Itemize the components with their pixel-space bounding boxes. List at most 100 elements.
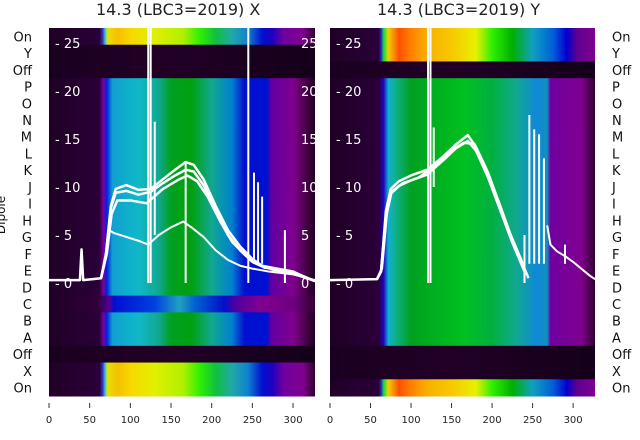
- heatmap-row-off: [49, 345, 315, 364]
- x-tick-label: 0: [327, 415, 333, 426]
- x-tick-label: 150: [161, 415, 180, 426]
- x-tick-label: 50: [364, 415, 377, 426]
- heatmap-row-p: [330, 78, 595, 96]
- heatmap-row-a: [330, 329, 595, 347]
- x-tick-label: 100: [121, 415, 140, 426]
- heatmap-row-on: [330, 379, 595, 397]
- heatmap-row-h: [49, 212, 315, 230]
- x-tick-label: 200: [483, 415, 502, 426]
- row-label-left: C: [23, 298, 32, 313]
- row-label-left: D: [22, 281, 32, 296]
- row-label-left: Y: [23, 47, 32, 62]
- heatmap-row-h: [330, 212, 595, 230]
- heatmap-row-j: [330, 178, 595, 196]
- row-label-right: M: [612, 131, 623, 146]
- heatmap-row-x: [49, 362, 315, 380]
- x-tick-label: 100: [401, 415, 420, 426]
- x-tick-label: 300: [283, 415, 302, 426]
- y-axis-label: Dipole: [0, 196, 8, 234]
- heatmap-row-n: [49, 111, 315, 129]
- heatmap-row-l: [49, 145, 315, 163]
- row-label-left: L: [25, 147, 33, 162]
- heatmap-row-on: [49, 379, 315, 397]
- heatmap-row-off: [330, 345, 595, 364]
- heatmap-row-on: [49, 28, 315, 46]
- row-label-right: A: [612, 331, 621, 346]
- series-line: [375, 141, 525, 280]
- row-label-right: On: [612, 382, 630, 397]
- row-label-right: E: [612, 265, 620, 280]
- heatmap-row-p: [49, 78, 315, 96]
- series-line: [99, 174, 316, 283]
- inner-y-tick-label: - 20: [336, 85, 361, 100]
- panel-title-x: 14.3 (LBC3=2019) X: [96, 0, 261, 19]
- row-label-right: C: [612, 298, 621, 313]
- heatmap-row-on: [330, 28, 595, 46]
- row-label-left: K: [23, 164, 32, 179]
- heatmap-row-j: [49, 178, 315, 196]
- x-tick-label: 0: [46, 415, 52, 426]
- series-line: [100, 220, 316, 282]
- row-label-left: O: [22, 97, 32, 112]
- inner-y-tick-label: - 25: [336, 37, 361, 52]
- inner-y-tick-label: 0: [301, 277, 309, 292]
- row-label-right: F: [612, 248, 619, 263]
- x-tick-label: 150: [442, 415, 461, 426]
- row-label-right: B: [612, 315, 621, 330]
- row-label-left: E: [24, 265, 32, 280]
- heatmap-row-m: [49, 128, 315, 146]
- inner-y-tick-label: - 20: [55, 85, 80, 100]
- heatmap-row-f: [330, 245, 595, 263]
- row-label-left: On: [14, 382, 32, 397]
- inner-y-tick-label: 5: [301, 229, 309, 244]
- heatmap-row-o: [49, 94, 315, 113]
- x-tick-label: 200: [202, 415, 221, 426]
- x-tick-label: 250: [243, 415, 262, 426]
- row-label-right: L: [612, 147, 620, 162]
- heatmap-row-k: [330, 161, 595, 180]
- row-label-right: P: [612, 81, 620, 96]
- inner-y-tick-label: - 25: [55, 37, 80, 52]
- heatmap-row-x: [330, 362, 595, 380]
- row-label-left: On: [14, 30, 32, 45]
- row-label-right: X: [612, 365, 621, 380]
- row-label-right: N: [612, 114, 622, 129]
- row-label-right: G: [612, 231, 622, 246]
- row-label-right: D: [612, 281, 622, 296]
- inner-y-tick-label: 15: [301, 133, 318, 148]
- row-label-right: H: [612, 214, 622, 229]
- heatmap-row-i: [49, 195, 315, 213]
- inner-y-tick-label: - 10: [336, 181, 361, 196]
- heatmap-row-a: [49, 329, 315, 347]
- row-label-right: O: [612, 97, 622, 112]
- row-label-left: A: [23, 331, 32, 346]
- row-label-left: Off: [13, 348, 33, 363]
- inner-y-tick-label: - 5: [55, 229, 72, 244]
- x-tick-label: 50: [83, 415, 96, 426]
- x-tick-label: 250: [523, 415, 542, 426]
- row-label-left: J: [27, 181, 32, 196]
- inner-y-tick-label: - 5: [336, 229, 353, 244]
- inner-y-tick-label: 25: [301, 37, 318, 52]
- heatmap-row-b: [330, 312, 595, 330]
- heatmap-row-i: [330, 195, 595, 213]
- heatmap-row-off: [330, 61, 595, 79]
- row-label-left: X: [23, 365, 32, 380]
- inner-y-tick-label: 10: [301, 181, 318, 196]
- heatmap-row-d: [49, 278, 315, 297]
- inner-y-tick-label: - 15: [336, 133, 361, 148]
- row-label-right: J: [611, 181, 616, 196]
- heatmap-row-e: [330, 262, 595, 280]
- heatmap-row-l: [330, 145, 595, 163]
- row-label-right: K: [612, 164, 621, 179]
- row-label-left: G: [22, 231, 32, 246]
- heatmap-row-n: [330, 111, 595, 129]
- heatmap-row-off: [49, 61, 315, 79]
- series-line: [546, 225, 596, 280]
- heatmap-row-y: [49, 44, 315, 62]
- heatmap-row-o: [330, 94, 595, 113]
- row-label-left: N: [22, 114, 32, 129]
- row-label-right: On: [612, 30, 630, 45]
- heatmap-row-y: [330, 44, 595, 62]
- row-label-left: P: [24, 81, 32, 96]
